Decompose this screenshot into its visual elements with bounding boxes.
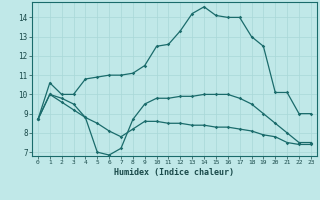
X-axis label: Humidex (Indice chaleur): Humidex (Indice chaleur) bbox=[115, 168, 234, 177]
